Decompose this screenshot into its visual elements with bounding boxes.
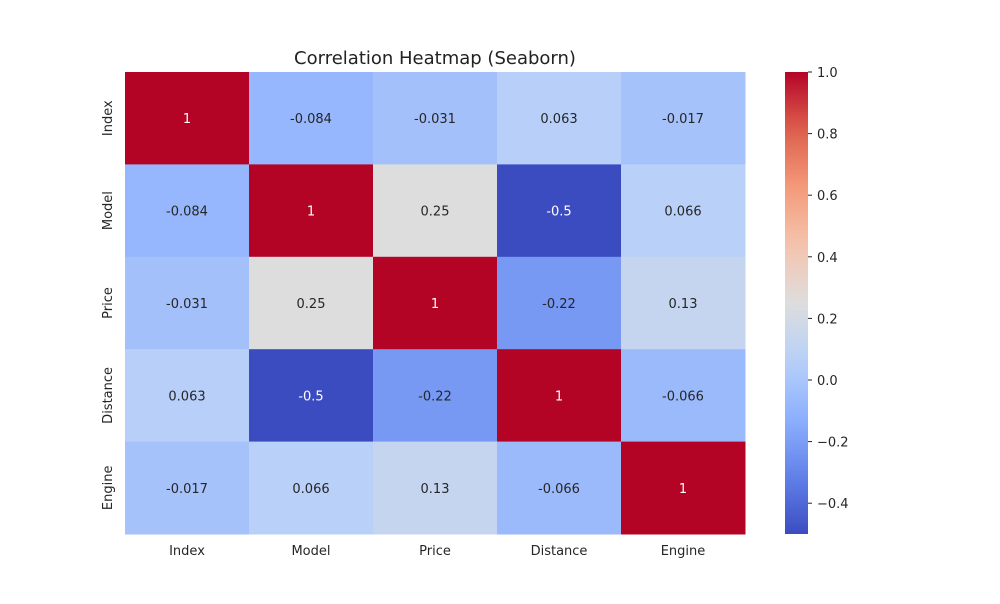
cell-annotation: -0.031 [166, 297, 208, 312]
heatmap-cell [373, 256, 498, 350]
cell-annotation: -0.066 [662, 389, 704, 404]
heatmap-cell [621, 441, 746, 535]
cell-annotation: 0.13 [421, 482, 450, 497]
colorbar [785, 72, 808, 534]
heatmap-cell [497, 72, 622, 165]
colorbar-gradient [785, 72, 808, 534]
colorbar-tick-label: 1.0 [817, 66, 838, 81]
cell-annotation: -0.22 [418, 389, 452, 404]
cell-annotation: 0.066 [292, 482, 329, 497]
colorbar-tick-label: 0.0 [817, 374, 838, 389]
heatmap-cell [125, 164, 250, 258]
cell-annotation: 1 [679, 482, 687, 497]
y-tick-label: Price [101, 287, 116, 319]
heatmap-cell [621, 256, 746, 350]
y-tick-label: Index [101, 100, 116, 136]
heatmap-cell [249, 72, 374, 165]
cell-annotation: -0.5 [298, 389, 323, 404]
heatmap-cell [125, 72, 250, 165]
cell-annotation: -0.066 [538, 482, 580, 497]
cell-annotation: -0.031 [414, 112, 456, 127]
heatmap-cells [125, 72, 746, 535]
heatmap-cell [497, 256, 622, 350]
chart-title: Correlation Heatmap (Seaborn) [294, 48, 576, 69]
cell-annotation: 1 [431, 297, 439, 312]
heatmap-cell [249, 164, 374, 258]
colorbar-tick-label: 0.6 [817, 189, 838, 204]
cell-annotation: -0.084 [290, 112, 332, 127]
heatmap-cell [373, 349, 498, 443]
cell-annotation: 1 [555, 389, 563, 404]
cell-annotation: 1 [183, 112, 191, 127]
colorbar-tick-label: −0.4 [817, 497, 849, 512]
cell-annotation: 0.25 [421, 205, 450, 220]
cell-annotation: 0.25 [297, 297, 326, 312]
heatmap-cell [497, 164, 622, 258]
y-tick-label: Distance [101, 367, 116, 424]
cell-annotation: -0.017 [662, 112, 704, 127]
colorbar-tick-label: 0.4 [817, 251, 838, 266]
cell-annotation: 0.063 [168, 389, 205, 404]
heatmap-cell [497, 441, 622, 535]
heatmap-cell [373, 441, 498, 535]
cell-annotation: -0.017 [166, 482, 208, 497]
cell-annotation: 0.066 [664, 205, 701, 220]
heatmap-cell [373, 164, 498, 258]
cell-annotation: -0.5 [546, 205, 571, 220]
heatmap-cell [125, 441, 250, 535]
y-tick-labels: Index Model Price Distance Engine [101, 100, 116, 510]
x-tick-label: Index [169, 544, 205, 559]
heatmap-cell [249, 256, 374, 350]
heatmap-cell [125, 349, 250, 443]
colorbar-tick-labels: 1.0 0.8 0.6 0.4 0.2 0.0 −0.2 −0.4 [808, 66, 849, 512]
colorbar-tick-label: 0.2 [817, 312, 838, 327]
cell-annotation: 0.13 [669, 297, 698, 312]
colorbar-tick-label: −0.2 [817, 436, 849, 451]
heatmap-cell [621, 72, 746, 165]
x-tick-label: Model [291, 544, 330, 559]
heatmap-cell [125, 256, 250, 350]
cell-annotation: -0.22 [542, 297, 576, 312]
heatmap-cell [249, 349, 374, 443]
heatmap-cell [621, 349, 746, 443]
x-tick-label: Price [419, 544, 451, 559]
heatmap-cell [249, 441, 374, 535]
x-tick-label: Engine [661, 544, 706, 559]
x-tick-label: Distance [531, 544, 588, 559]
heatmap-annotations: 1 -0.084 -0.031 0.063 -0.017 -0.084 1 0.25 -0.5 0… [166, 112, 704, 497]
cell-annotation: 0.063 [540, 112, 577, 127]
cell-annotation: -0.084 [166, 205, 208, 220]
colorbar-tick-label: 0.8 [817, 128, 838, 143]
heatmap-cell [373, 72, 498, 165]
cell-annotation: 1 [307, 205, 315, 220]
y-tick-label: Engine [101, 466, 116, 511]
heatmap-cell [497, 349, 622, 443]
y-tick-label: Model [101, 191, 116, 230]
x-tick-labels: Index Model Price Distance Engine [169, 544, 705, 559]
heatmap-cell [621, 164, 746, 258]
